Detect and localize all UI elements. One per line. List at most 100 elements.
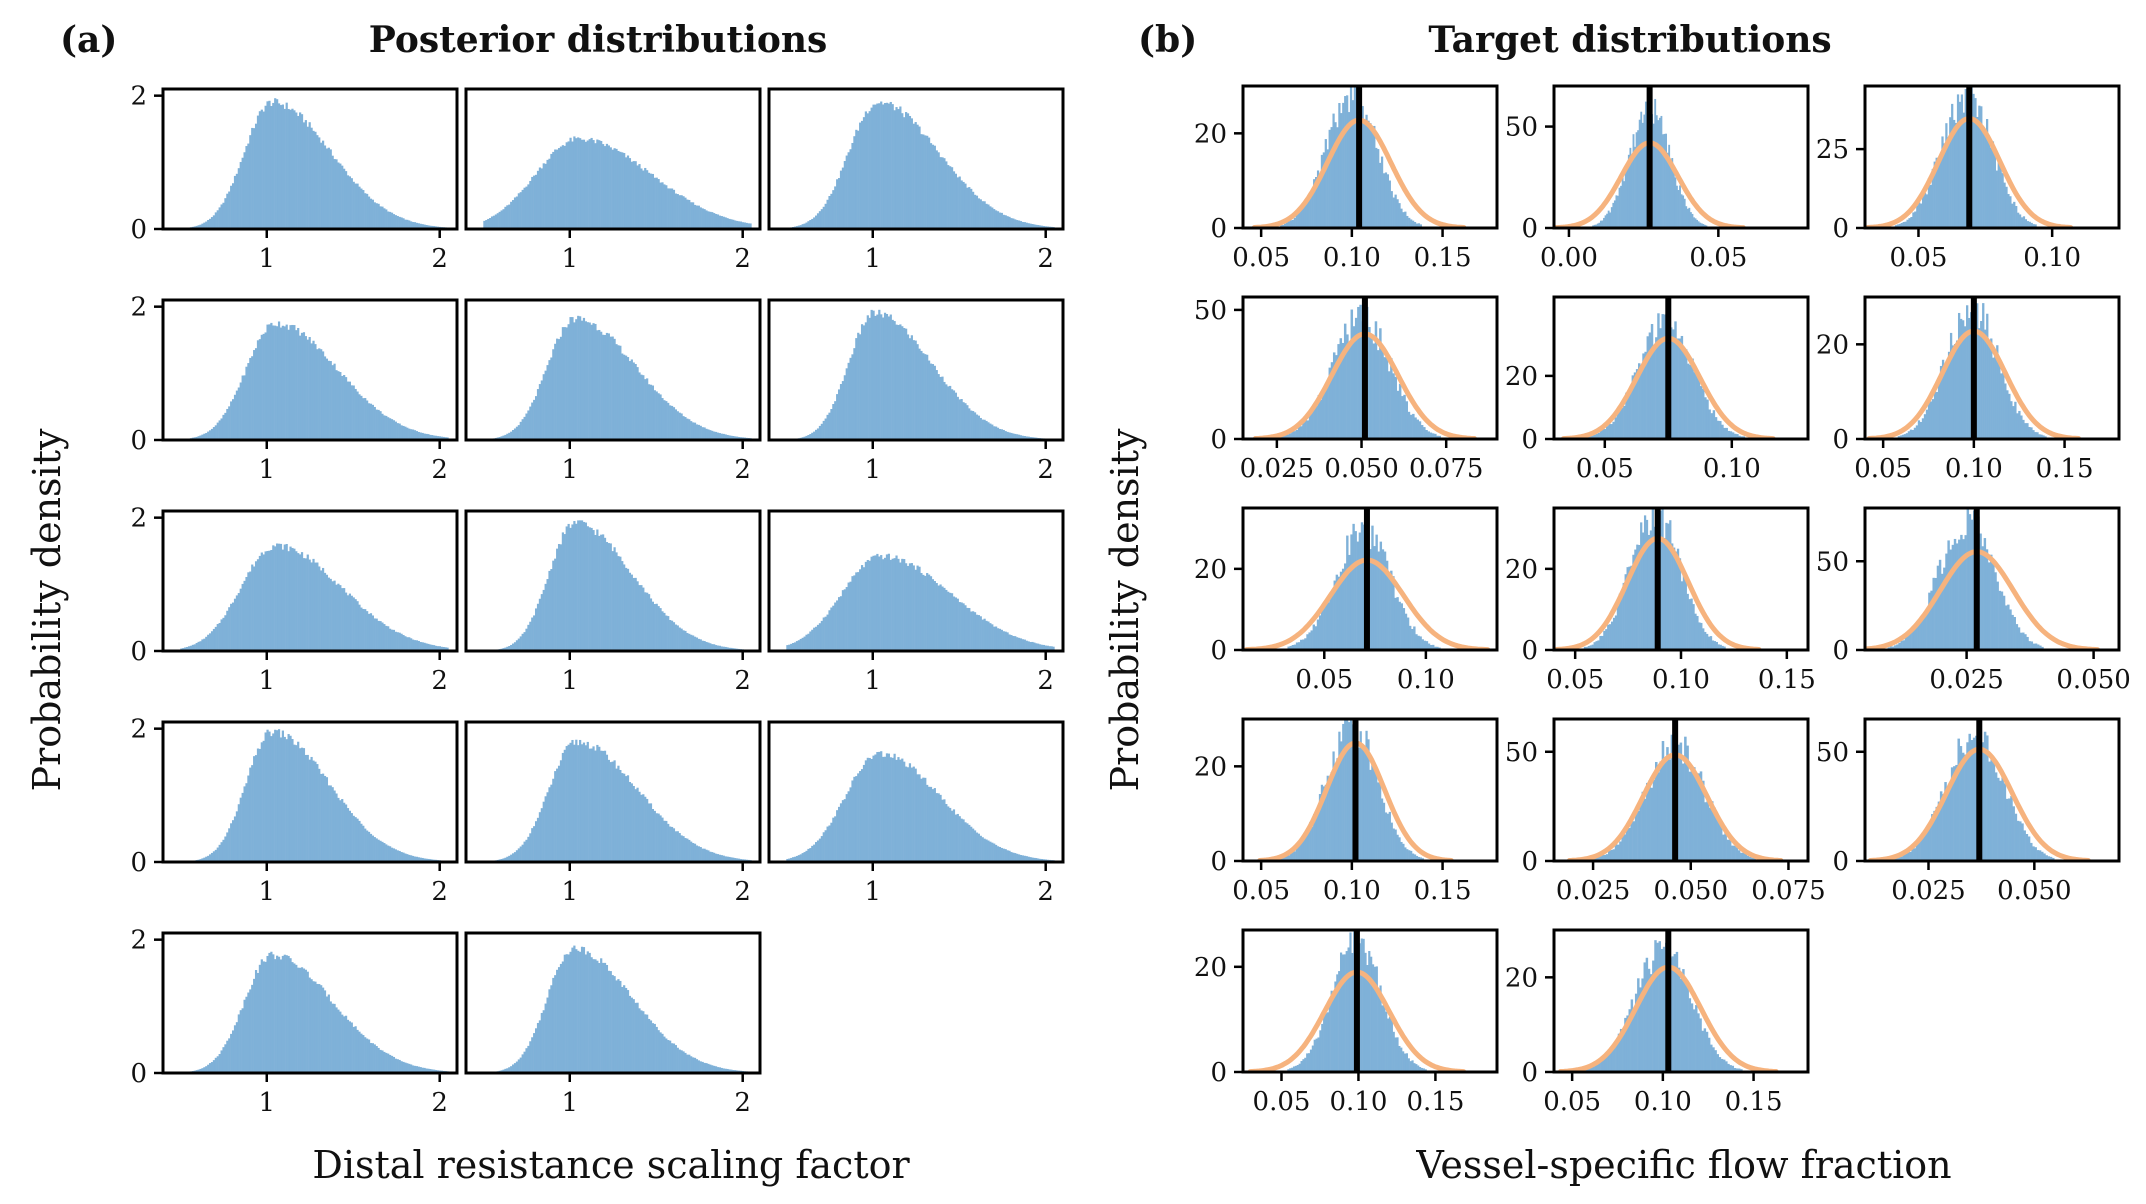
histogram-bar [325, 358, 329, 440]
histogram-bar [613, 547, 616, 651]
histogram-bar [203, 1067, 206, 1073]
histogram-bar [1370, 956, 1373, 1072]
x-tick-label: 0.05 [1232, 876, 1290, 906]
histogram-bar [279, 543, 283, 651]
histogram-bar [415, 640, 419, 651]
histogram-bar [657, 813, 660, 862]
histogram-bar [440, 646, 443, 651]
histogram-bar [661, 398, 664, 440]
histogram-bar [527, 624, 530, 651]
histogram-bar [1678, 558, 1682, 650]
histogram-bar [981, 619, 984, 651]
histogram-bar [291, 108, 294, 229]
histogram-bar [991, 424, 994, 440]
histogram-bar [2025, 833, 2029, 861]
histogram-bar [1966, 742, 1969, 861]
histogram-bar [1404, 847, 1407, 861]
histogram-bar [837, 178, 841, 229]
histogram-bar [1406, 617, 1410, 650]
histogram-bar [1657, 313, 1660, 439]
histogram-bar [684, 197, 687, 229]
histogram-bar [602, 962, 605, 1073]
histogram-bar [849, 581, 852, 651]
histogram-bar [693, 204, 697, 229]
histogram-bar [406, 854, 409, 862]
histogram-bar [406, 637, 409, 651]
histogram-bar [716, 432, 720, 440]
histogram-bar [711, 430, 714, 440]
histogram-bar [438, 646, 441, 651]
histogram-bar [1288, 433, 1292, 439]
histogram-bar [811, 629, 814, 651]
histogram-bar [559, 963, 563, 1073]
histogram-bars [490, 315, 752, 440]
histogram-bar [1000, 212, 1003, 229]
histogram-bar [508, 855, 511, 862]
subplot-frame [1241, 295, 1499, 441]
histogram-bar [1700, 223, 1703, 228]
histogram-bar [1997, 160, 2000, 228]
histogram-bar [722, 855, 725, 862]
histogram-bar [1312, 624, 1316, 650]
histogram-bar [809, 848, 812, 862]
histogram-bar [310, 979, 313, 1073]
histogram-bar [272, 733, 275, 862]
histogram-bar [1943, 567, 1946, 650]
histogram-bar [1299, 842, 1302, 861]
histogram-bar [251, 564, 254, 651]
histogram-bar [623, 354, 626, 440]
histogram-bar [1708, 807, 1712, 861]
histogram-bar [1979, 533, 1982, 650]
histogram-bar [580, 520, 584, 651]
histogram-bar [341, 1014, 344, 1073]
histogram-bar [805, 222, 808, 229]
histogram-bar [233, 394, 237, 440]
histogram-bar [1714, 417, 1718, 439]
histogram-bar [720, 855, 723, 862]
histogram-bar [1370, 336, 1373, 439]
histogram-bar [1407, 411, 1411, 439]
histogram-bar [210, 1062, 214, 1073]
histogram-bar [716, 1067, 720, 1073]
histogram-bar [970, 188, 973, 229]
histogram-bar [2017, 627, 2021, 650]
histogram-bar [1990, 338, 1993, 439]
histogram-bar [697, 846, 700, 862]
histogram-bar [1693, 217, 1695, 228]
histogram-bar [1986, 313, 1989, 439]
histogram-bar [994, 844, 998, 862]
histogram-bar [1402, 843, 1405, 861]
histogram-bar [1006, 216, 1009, 229]
histogram-bar [1282, 857, 1285, 861]
histogram-bar [434, 645, 438, 651]
histogram-bar [323, 990, 327, 1073]
x-tick-label: 1 [258, 244, 275, 274]
histogram-bar [404, 853, 407, 862]
histogram-bar [596, 529, 599, 651]
histogram-bar [531, 402, 534, 440]
histogram-bar [1351, 100, 1355, 228]
histogram-bar [691, 843, 695, 862]
histogram-bar [434, 1069, 438, 1073]
histogram-bar [1609, 1047, 1612, 1072]
histogram-bar [419, 1067, 422, 1073]
histogram-bar [352, 385, 355, 440]
histogram-bar [502, 858, 505, 862]
histogram-bar [1616, 410, 1620, 439]
histogram-bar [1919, 620, 1923, 650]
histogram-bar [346, 595, 350, 651]
histogram-bar [714, 213, 718, 229]
histogram-bar [1663, 758, 1667, 861]
histogram-bar [651, 385, 655, 440]
histogram-bar [1628, 566, 1631, 650]
histogram-bar [1618, 593, 1621, 650]
histogram-bar [1736, 434, 1739, 439]
histogram-bar [1652, 960, 1655, 1072]
histogram-bar [1679, 742, 1683, 861]
histogram-bar [1626, 163, 1629, 228]
histogram-bar [369, 403, 373, 440]
histogram-bar [607, 543, 610, 651]
histogram-bar [732, 435, 735, 440]
histogram-bar [994, 426, 998, 440]
histogram-bar [649, 384, 653, 440]
